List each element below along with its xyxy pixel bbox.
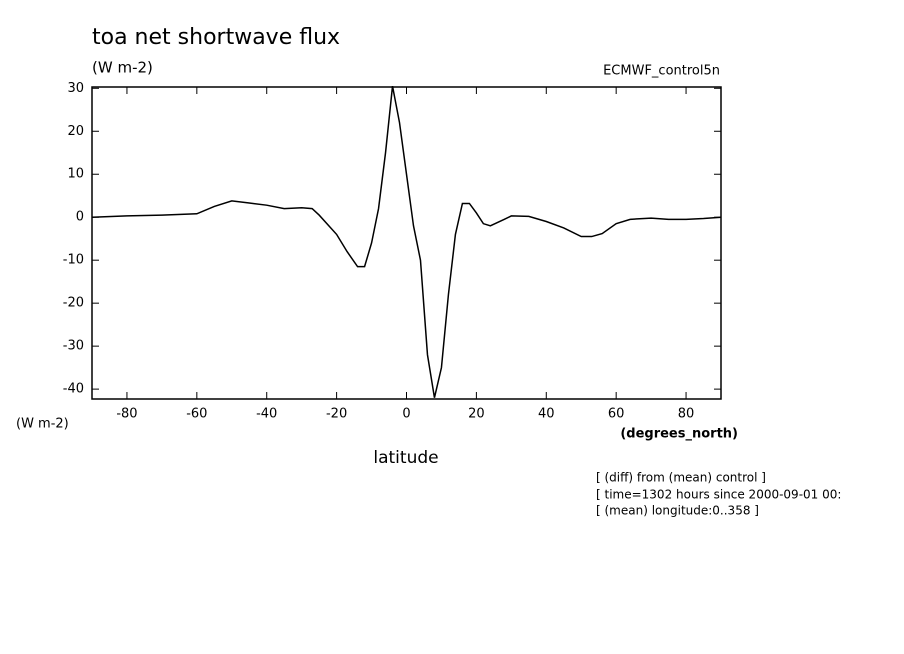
y-axis-label: (W m-2) <box>16 417 69 432</box>
y-tick-label: -20 <box>63 296 84 311</box>
x-tick-label: -60 <box>186 407 207 422</box>
x-tick-label: 40 <box>538 407 555 422</box>
dataset-label: ECMWF_control5n <box>603 64 720 79</box>
data-line <box>91 85 722 398</box>
units: (W m-2) <box>92 59 153 77</box>
x-tick-label: 80 <box>678 407 695 422</box>
plot-frame <box>91 86 722 400</box>
y-tick-label: 20 <box>67 124 84 139</box>
x-tick-label: -20 <box>326 407 347 422</box>
y-tick-label: 0 <box>76 210 84 225</box>
chart-title: toa net shortwave flux <box>92 25 340 50</box>
x-axis-units: (degrees_north) <box>620 427 738 442</box>
y-tick-label: 10 <box>67 167 84 182</box>
x-axis-label: latitude <box>373 448 438 468</box>
note: [ time=1302 hours since 2000-09-01 00: <box>596 488 841 502</box>
x-tick-label: 60 <box>608 407 625 422</box>
note: [ (mean) longitude:0..358 ] <box>596 504 759 518</box>
x-tick-label: 0 <box>402 407 410 422</box>
x-tick-label: -80 <box>116 407 137 422</box>
note: [ (diff) from (mean) control ] <box>596 471 766 485</box>
x-tick-label: -40 <box>256 407 277 422</box>
y-tick-label: -30 <box>63 339 84 354</box>
y-tick-label: 30 <box>67 81 84 96</box>
y-tick-label: -10 <box>63 253 84 268</box>
x-tick-label: 20 <box>468 407 485 422</box>
y-tick-label: -40 <box>63 382 84 397</box>
